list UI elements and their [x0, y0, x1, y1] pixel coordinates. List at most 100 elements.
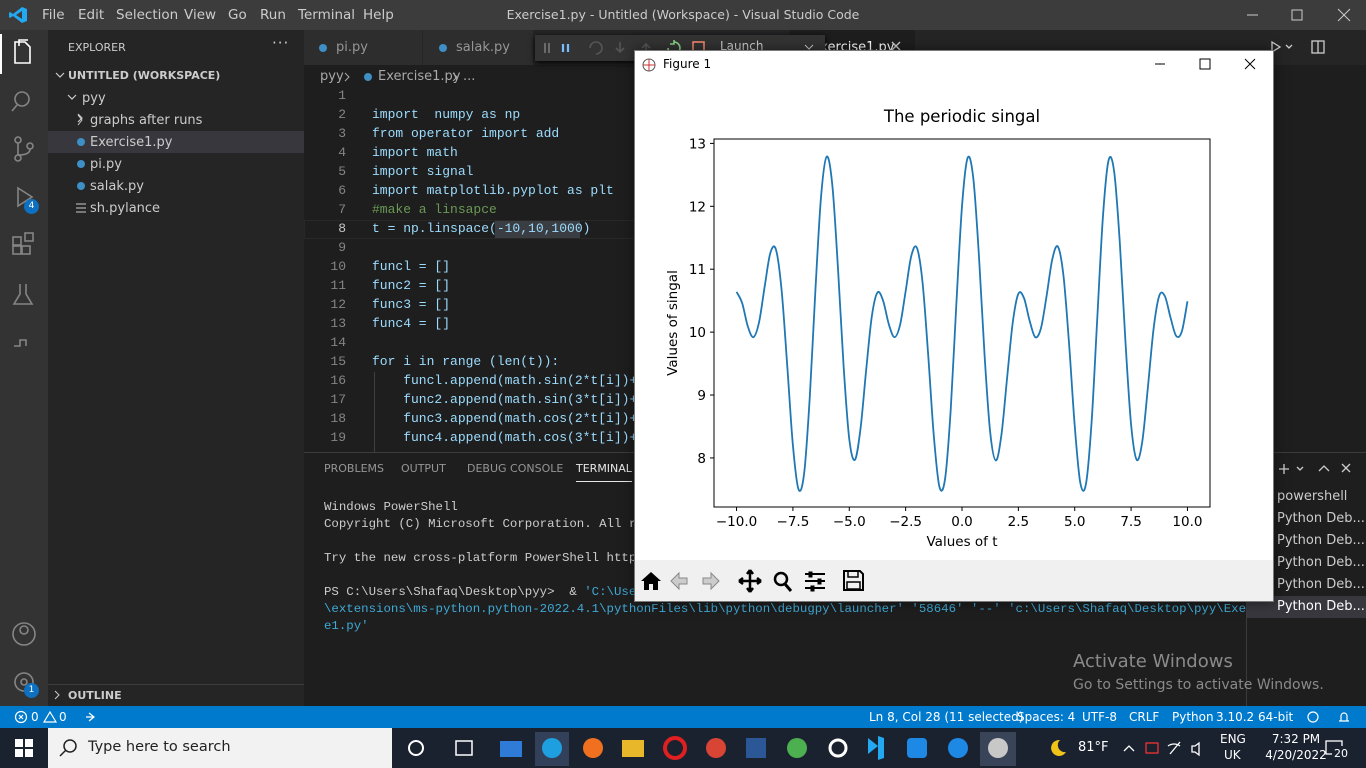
window-controls[interactable] [1230, 0, 1366, 30]
line-number: 15 [330, 354, 346, 369]
terminal-session[interactable]: Python Deb... [1277, 599, 1365, 614]
menu-item[interactable]: Run [260, 7, 286, 23]
y-tick-label: 10 [689, 325, 706, 341]
terminal-session[interactable]: powershell [1277, 489, 1348, 504]
menu-item[interactable]: Terminal [298, 7, 356, 23]
active-indicator [0, 34, 2, 74]
terminal-session[interactable]: Python Deb... [1277, 555, 1365, 570]
menu-item[interactable]: View [184, 7, 217, 23]
panel-tab[interactable]: OUTPUT [401, 462, 446, 475]
watermark-title: Activate Windows [1073, 651, 1233, 672]
clock-date[interactable]: 4/20/2022 [1265, 748, 1327, 762]
warning-count[interactable]: 0 [59, 710, 67, 724]
x-tick-label: −5.0 [833, 514, 866, 530]
terminal-line: Try the new cross-platform PowerShell ht… [324, 551, 652, 565]
outline-header[interactable]: OUTLINE [68, 689, 122, 702]
menu-item[interactable]: Edit [78, 7, 105, 23]
y-axis-label: Values of singal [665, 270, 681, 376]
breadcrumb-item[interactable]: pyy [320, 69, 344, 84]
code-line: func4.append(math.cos(3*t[i])+ [372, 430, 638, 445]
x-tick-label: −10.0 [716, 514, 757, 530]
debug-config[interactable]: Launch [720, 39, 764, 53]
tab-label[interactable]: salak.py [456, 40, 510, 55]
line-number: 11 [330, 278, 346, 293]
status-item[interactable]: Python [1172, 710, 1214, 724]
figure-controls[interactable] [1140, 54, 1270, 74]
line-number: 7 [338, 202, 346, 217]
region[interactable]: UK [1224, 748, 1241, 762]
tab-label[interactable]: pi.py [336, 40, 368, 55]
code-line: for i in range (len(t)): [372, 354, 560, 369]
tree-item[interactable]: salak.py [90, 179, 144, 194]
code-line: import math [372, 145, 458, 160]
line-number: 2 [338, 107, 346, 122]
line-number: 12 [330, 297, 346, 312]
line-number: 19 [330, 430, 346, 445]
tree-item[interactable]: sh.pylance [90, 201, 161, 216]
x-tick-label: 0.0 [951, 514, 972, 530]
tree-item[interactable]: pi.py [90, 157, 122, 172]
status-actions[interactable] [1306, 710, 1356, 724]
x-tick-label: 10.0 [1172, 514, 1202, 530]
x-tick-label: 5.0 [1064, 514, 1085, 530]
app-logo [9, 7, 27, 23]
error-count[interactable]: 0 [31, 710, 39, 724]
chart: The periodic singal Values of t Values of … [665, 107, 1211, 550]
editor-actions[interactable] [1268, 38, 1338, 56]
tree-item[interactable]: Exercise1.py [90, 135, 173, 150]
code-line: import matplotlib.pyplot as plt [372, 183, 614, 198]
line-number: 17 [330, 392, 346, 407]
search-box[interactable] [48, 728, 392, 768]
folder-name[interactable]: pyy [82, 91, 106, 106]
panel-tab[interactable]: DEBUG CONSOLE [467, 462, 564, 475]
status-item[interactable]: 3.10.2 64-bit [1216, 710, 1294, 724]
tray-icons[interactable] [1120, 738, 1212, 758]
tab-close[interactable] [890, 40, 902, 52]
toolbar-buttons[interactable] [635, 562, 875, 600]
panel-tab[interactable]: TERMINAL [576, 462, 632, 475]
more-button[interactable]: ··· [272, 34, 290, 52]
breadcrumb-separators [344, 72, 458, 82]
tree-item[interactable]: graphs after runs [90, 113, 203, 128]
menu-item[interactable]: Help [363, 7, 394, 23]
x-axis-label: Values of t [927, 534, 998, 550]
panel-actions[interactable] [1276, 460, 1366, 478]
status-item[interactable]: Ln 8, Col 28 (11 selected) [869, 710, 1024, 724]
line-number: 6 [338, 183, 346, 198]
search-placeholder[interactable]: Type here to search [88, 739, 231, 755]
language[interactable]: ENG [1220, 732, 1246, 746]
menu-item[interactable]: Selection [116, 7, 179, 23]
terminal-session[interactable]: Python Deb... [1277, 533, 1365, 548]
activity-bar [0, 30, 48, 706]
terminal-session[interactable]: Python Deb... [1277, 511, 1365, 526]
status-item[interactable]: Spaces: 4 [1017, 710, 1076, 724]
title-bar [0, 0, 1366, 30]
y-tick-label: 8 [697, 451, 706, 467]
code-line: func3.append(math.cos(2*t[i])+ [372, 411, 638, 426]
workspace-name[interactable]: UNTITLED (WORKSPACE) [68, 69, 221, 82]
line-number: 10 [330, 259, 346, 274]
status-item[interactable]: UTF-8 [1082, 710, 1117, 724]
clock-time[interactable]: 7:32 PM [1271, 732, 1321, 746]
line-number: 13 [330, 316, 346, 331]
dropdown[interactable] [803, 43, 815, 53]
status-bar [0, 706, 1366, 728]
status-icons[interactable] [14, 710, 104, 724]
breadcrumb-item[interactable]: Exercise1.py [378, 69, 461, 84]
terminal-session[interactable]: Python Deb... [1277, 577, 1365, 592]
start-button[interactable] [14, 738, 34, 758]
signal-line [735, 155, 1189, 492]
code-line: func4 = [] [372, 316, 451, 331]
y-tick-label: 11 [689, 262, 706, 278]
menu-item[interactable]: Go [228, 7, 247, 23]
taskbar-apps[interactable] [400, 732, 1020, 766]
panel-tab[interactable]: PROBLEMS [324, 462, 385, 475]
activity-icons[interactable] [0, 30, 48, 706]
notification-count[interactable]: 20 [1332, 746, 1350, 762]
menu-item[interactable]: File [42, 7, 65, 23]
chart-title: The periodic singal [883, 107, 1040, 126]
weather[interactable]: 81°F [1078, 740, 1109, 755]
figure-window [634, 50, 1274, 602]
status-item[interactable]: CRLF [1129, 710, 1160, 724]
breadcrumb-item[interactable]: ... [463, 69, 476, 84]
